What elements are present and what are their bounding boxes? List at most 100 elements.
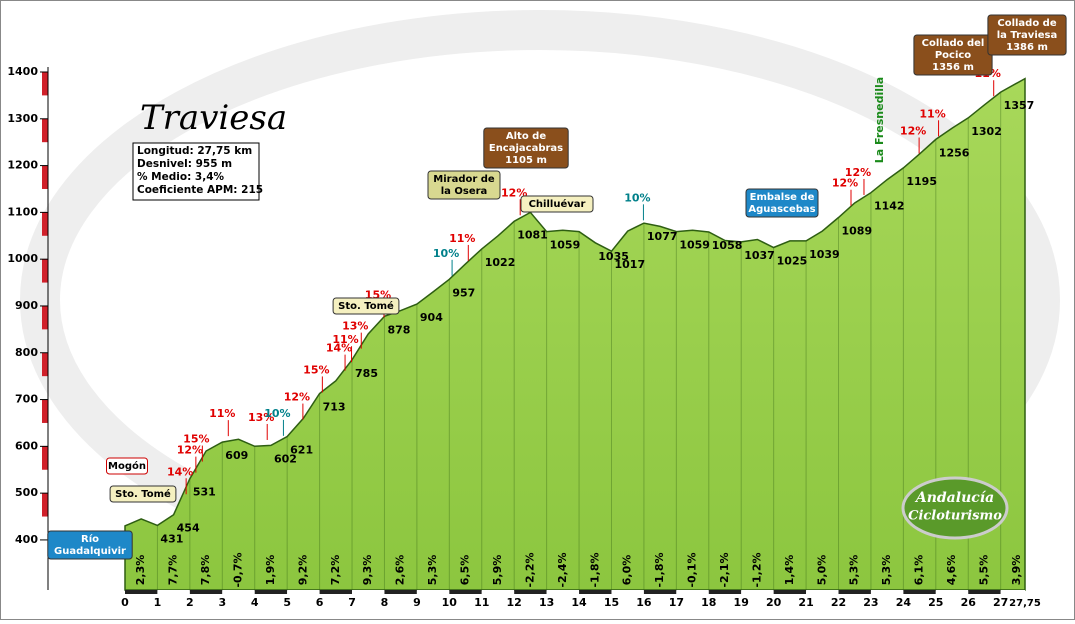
spot-height: 1039 — [809, 248, 840, 261]
ramp-label: 11% — [332, 333, 358, 346]
x-tick-label: 2 — [186, 596, 194, 609]
y-tick-label: 900 — [15, 299, 38, 312]
segment-grade: -2,2% — [523, 552, 536, 587]
segment-grade: 2,3% — [134, 555, 147, 586]
segment-grade: 1,4% — [783, 555, 796, 586]
segment-grade: -1,8% — [588, 552, 601, 587]
y-axis-band — [42, 446, 48, 470]
x-tick-label: 9 — [413, 596, 421, 609]
segment-grade: 6,0% — [621, 555, 634, 586]
x-tick-label: 16 — [636, 596, 652, 609]
x-tick-label: 17 — [669, 596, 684, 609]
segment-grade: 9,2% — [296, 555, 309, 586]
place-label: la Osera — [441, 186, 488, 197]
km-band — [254, 590, 288, 594]
info-line: Longitud: 27,75 km — [137, 145, 252, 157]
place-label: Pocico — [935, 50, 971, 61]
x-tick-label: 15 — [604, 596, 619, 609]
km-band — [773, 590, 807, 594]
ramp-label: 11% — [209, 407, 235, 420]
place-box — [332, 297, 400, 315]
spot-height: 454 — [177, 522, 200, 535]
km-band — [125, 590, 158, 594]
spot-height: 1142 — [874, 200, 905, 213]
ramp-label: 12% — [177, 444, 203, 457]
ramp-label: 13% — [342, 320, 368, 333]
spot-height: 1022 — [485, 256, 516, 269]
spot-height: 878 — [387, 323, 410, 336]
place-label: Río — [81, 533, 99, 545]
place-box — [109, 485, 177, 503]
km-band — [676, 590, 709, 594]
place-label: 1105 m — [505, 155, 547, 166]
km-band — [1000, 590, 1025, 594]
y-tick-label: 1400 — [7, 65, 38, 78]
km-band — [416, 590, 450, 594]
segment-grade: -1,2% — [750, 552, 763, 587]
y-axis-band — [42, 165, 48, 189]
km-band — [643, 590, 677, 594]
logo-text: Cicloturismo — [908, 509, 1002, 524]
ramp-label: 12% — [845, 166, 871, 179]
chart-title: Traviesa — [140, 98, 287, 138]
km-band — [157, 590, 190, 594]
segment-grade: 5,9% — [491, 555, 504, 586]
place-label: Mirador de — [433, 174, 495, 185]
spot-height: 1089 — [842, 225, 873, 238]
km-band — [838, 590, 871, 594]
km-band — [708, 590, 742, 594]
place-box — [745, 188, 819, 218]
y-tick-label: 1100 — [7, 205, 38, 218]
segment-grade: -1,8% — [653, 552, 666, 587]
place-box — [483, 127, 569, 169]
y-tick-label: 400 — [15, 533, 38, 546]
spot-height: 531 — [193, 486, 216, 499]
place-label: la Traviesa — [997, 30, 1058, 41]
info-box — [132, 142, 260, 201]
km-band — [222, 590, 255, 594]
km-band — [449, 590, 482, 594]
ramp-label: 12% — [501, 186, 527, 199]
x-tick-label: 24 — [896, 596, 912, 609]
spot-height: 957 — [452, 286, 475, 299]
x-tick-label: 14 — [571, 596, 587, 609]
segment-grade: 4,6% — [945, 555, 958, 586]
segment-grade: -2,4% — [556, 552, 569, 587]
y-axis-band — [42, 352, 48, 377]
segment-grade: -0,1% — [686, 552, 699, 587]
x-tick-label: 0 — [121, 596, 129, 609]
spot-height: 621 — [290, 444, 313, 457]
km-band — [579, 590, 612, 594]
segment-grade: 1,9% — [264, 555, 277, 586]
profile — [124, 77, 1026, 591]
place-box — [520, 195, 594, 213]
y-tick-label: 1200 — [7, 159, 38, 172]
km-band — [903, 590, 936, 594]
x-tick-label: 5 — [283, 596, 291, 609]
km-band — [806, 590, 839, 594]
place-box — [47, 530, 133, 560]
segment-grade: 7,8% — [199, 555, 212, 586]
segment-grade: 5,3% — [848, 555, 861, 586]
spot-height: 1059 — [550, 239, 581, 252]
place-box — [987, 14, 1067, 56]
place-label: Alto de — [506, 131, 546, 142]
place-label: Collado del — [922, 38, 985, 49]
info-line: % Medio: 3,4% — [137, 171, 225, 183]
km-band — [481, 590, 515, 594]
x-tick-label: 27,75 — [1009, 598, 1041, 609]
ramp-label: 10% — [624, 191, 650, 204]
spot-height: 785 — [355, 367, 378, 380]
place-label: Collado de — [997, 18, 1056, 29]
x-tick-label: 22 — [831, 596, 846, 609]
ramp-label: 12% — [284, 391, 310, 404]
km-band — [352, 590, 385, 594]
y-axis-band — [42, 118, 48, 143]
x-tick-label: 27 — [993, 596, 1008, 609]
y-tick-label: 1300 — [7, 112, 38, 125]
spot-height: 1195 — [906, 175, 937, 188]
km-band — [514, 590, 547, 594]
place-label: Guadalquivir — [54, 546, 126, 557]
segment-grade: -2,1% — [718, 552, 731, 587]
ramp-label: 15% — [303, 363, 329, 376]
